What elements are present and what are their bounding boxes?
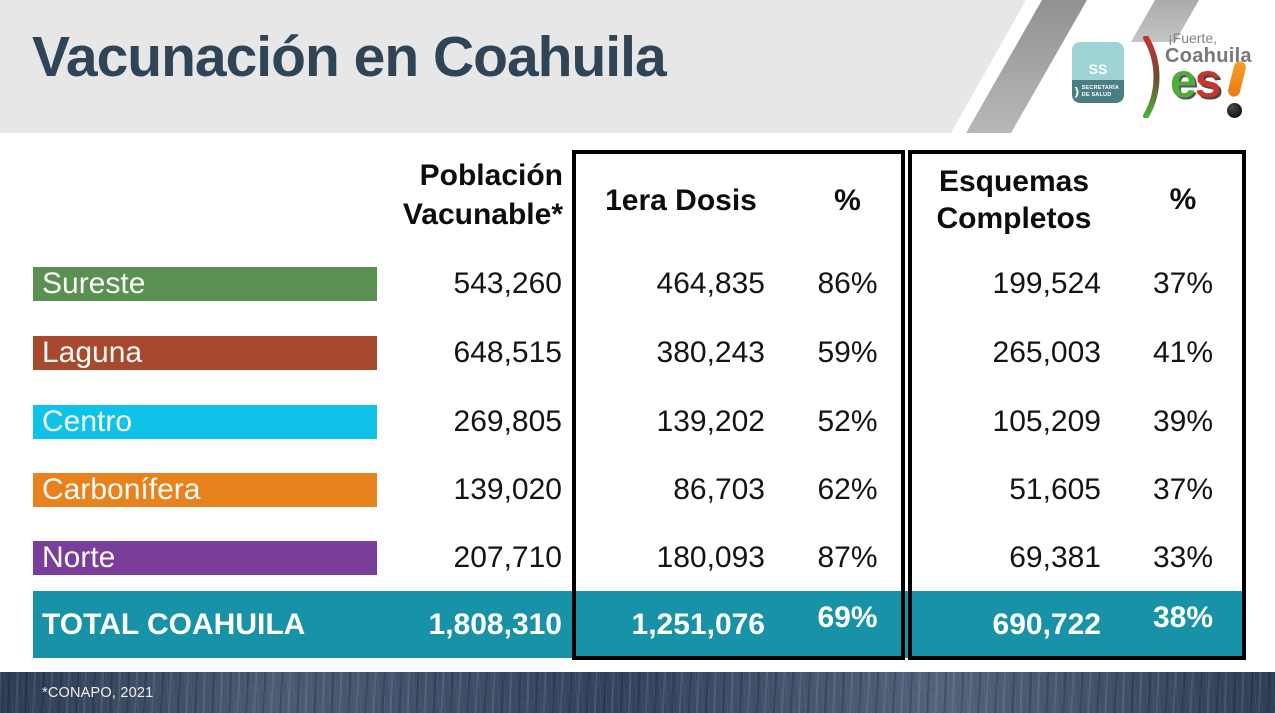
page-title: Vacunación en Coahuila xyxy=(32,25,667,89)
region-label: Sureste xyxy=(33,266,377,301)
region-label: Laguna xyxy=(33,335,377,370)
footer-band: *CONAPO, 2021 xyxy=(0,672,1275,713)
header-band xyxy=(0,0,1026,133)
complete-pct: 39% xyxy=(1152,404,1214,438)
ss-logo-top: SS xyxy=(1072,42,1124,80)
exclamation-dot-icon xyxy=(1227,103,1242,118)
es-letter-s: s xyxy=(1194,55,1222,108)
first-dose-pct: 62% xyxy=(817,473,878,506)
column-header-first-dose-pct: % xyxy=(834,184,861,218)
first-dose-pct: 86% xyxy=(817,266,878,300)
total-complete-pct: 38% xyxy=(1152,600,1214,634)
es-wordmark: es xyxy=(1170,55,1222,108)
complete-value: 69,381 xyxy=(1009,540,1101,574)
total-first-dose-pct: 69% xyxy=(817,600,878,634)
first-dose-value: 380,243 xyxy=(656,335,765,369)
column-header-first-dose: 1era Dosis xyxy=(605,184,757,218)
table-row-laguna: Laguna 648,515 380,243 59% 265,003 41% xyxy=(33,318,1246,387)
swoosh-icon xyxy=(1143,36,1160,118)
phone-icon: ) xyxy=(1074,85,1080,98)
total-population-value: 1,808,310 xyxy=(428,607,562,641)
secretaria-salud-logo: SS ) SECRETARÍA DE SALUD xyxy=(1072,42,1124,103)
source-note: *CONAPO, 2021 xyxy=(42,684,154,701)
complete-value: 105,209 xyxy=(992,404,1101,438)
first-dose-pct: 59% xyxy=(817,335,878,369)
complete-value: 265,003 xyxy=(992,335,1101,369)
complete-pct: 33% xyxy=(1152,540,1214,574)
column-header-complete: Esquemas Completos xyxy=(936,164,1092,236)
first-dose-value: 180,093 xyxy=(656,540,765,574)
population-value: 648,515 xyxy=(453,335,562,369)
first-dose-value: 86,703 xyxy=(673,473,765,506)
first-dose-pct: 87% xyxy=(817,540,878,574)
total-first-dose-value: 1,251,076 xyxy=(631,607,765,641)
table-row-centro: Centro 269,805 139,202 52% 105,209 39% xyxy=(33,387,1246,456)
population-value: 139,020 xyxy=(453,473,562,506)
population-value: 269,805 xyxy=(453,404,562,438)
region-label: Centro xyxy=(33,404,377,439)
first-dose-value: 139,202 xyxy=(656,404,765,438)
ss-logo-bottom: ) SECRETARÍA DE SALUD xyxy=(1072,80,1124,103)
es-letter-e: e xyxy=(1170,55,1197,108)
complete-value: 199,524 xyxy=(992,266,1101,300)
total-complete-value: 690,722 xyxy=(992,607,1101,641)
first-dose-value: 464,835 xyxy=(656,266,765,300)
column-header-poblacion: Población Vacunable* xyxy=(402,159,563,231)
table-row-total: TOTAL COAHUILA 1,808,310 1,251,076 69% 6… xyxy=(33,591,1246,658)
population-value: 543,260 xyxy=(453,266,562,300)
coahuila-label: Coahuila xyxy=(1165,45,1252,67)
population-value: 207,710 xyxy=(453,540,562,574)
total-label: TOTAL COAHUILA xyxy=(42,607,306,641)
region-label: Norte xyxy=(33,540,377,575)
region-label: Carbonífera xyxy=(33,473,377,507)
fuerte-label: ¡Fuerte, xyxy=(1168,30,1218,46)
ss-caption: SECRETARÍA DE SALUD xyxy=(1081,85,1120,98)
complete-schemes-header-row: Esquemas Completos % xyxy=(908,158,1246,242)
first-dose-header-row: 1era Dosis % xyxy=(572,172,905,230)
table-row-carbonifera: Carbonífera 139,020 86,703 62% 51,605 37… xyxy=(33,456,1246,524)
complete-pct: 37% xyxy=(1152,473,1214,506)
table-row-norte: Norte 207,710 180,093 87% 69,381 33% xyxy=(33,524,1246,591)
complete-value: 51,605 xyxy=(1009,473,1101,506)
complete-pct: 41% xyxy=(1152,335,1214,369)
column-header-complete-pct: % xyxy=(1169,183,1197,217)
complete-pct: 37% xyxy=(1152,266,1214,300)
ss-abbr: SS xyxy=(1088,61,1108,77)
first-dose-pct: 52% xyxy=(817,404,878,438)
fuerte-coahuila-es-logo: ¡Fuerte, Coahuila es xyxy=(1143,28,1273,126)
table-row-sureste: Sureste 543,260 464,835 86% 199,524 37% xyxy=(33,249,1246,318)
